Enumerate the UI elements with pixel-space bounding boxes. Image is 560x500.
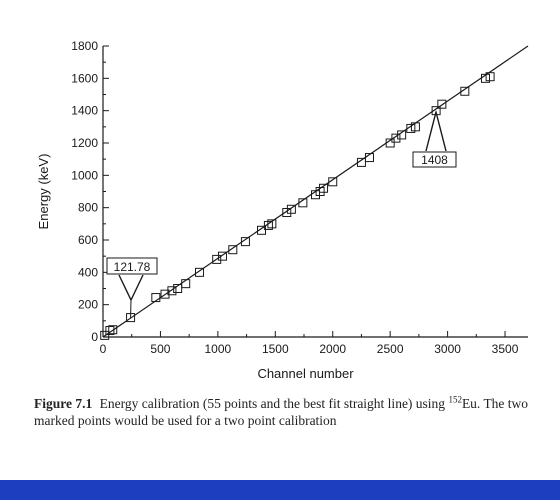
data-point (257, 225, 267, 235)
annotation-label: 1408 (421, 153, 448, 167)
calibration-chart: 0 500 1000 1500 2000 2500 3000 3500 0 200 400 600 80… (36, 39, 529, 381)
bottom-bar (0, 480, 560, 500)
data-point (212, 254, 222, 264)
data-point (364, 153, 374, 163)
y-tick-label: 800 (78, 201, 98, 215)
data-point (160, 289, 170, 299)
y-tick-label: 1800 (71, 39, 98, 53)
data-point (311, 190, 320, 200)
data-point (410, 122, 420, 132)
data-point (217, 251, 227, 261)
data-point (385, 138, 395, 148)
figure-label: Figure 7.1 (34, 396, 93, 411)
y-tick-label: 400 (78, 265, 98, 279)
caption-text-part1: Energy calibration (55 points and the be… (99, 396, 446, 411)
data-point (481, 73, 490, 83)
data-point (228, 245, 238, 255)
data-point (319, 183, 329, 193)
x-tick-label: 3000 (434, 342, 461, 356)
y-tick-label: 1200 (71, 136, 98, 150)
caption-superscript: 152 (448, 394, 462, 405)
x-tick-label: 0 (100, 342, 107, 356)
caption-text-part2: Eu. The two marked points would be used … (34, 396, 529, 428)
data-point (437, 99, 447, 109)
data-point (151, 293, 161, 303)
x-tick-label: 2000 (319, 342, 346, 356)
data-point (100, 330, 110, 340)
data-point (406, 123, 416, 133)
data-point (315, 187, 325, 196)
data-point (105, 326, 115, 336)
x-tick-label: 1500 (262, 342, 289, 356)
figure-caption: Figure 7.1 Energy calibration (55 points… (34, 395, 534, 429)
data-point (181, 279, 191, 289)
annotation-label: 121.78 (114, 260, 151, 274)
annotation-arrow (425, 111, 447, 152)
y-tick-label: 1600 (71, 71, 98, 85)
x-tick-label: 3500 (492, 342, 519, 356)
y-axis-title: Energy (keV) (36, 154, 51, 230)
y-tick-label: 1400 (71, 104, 98, 118)
x-tick-label: 2500 (377, 342, 404, 356)
x-tick-label: 500 (150, 342, 170, 356)
data-point (460, 86, 470, 96)
data-point (240, 237, 250, 247)
data-point (397, 130, 407, 140)
data-point (263, 220, 273, 230)
x-axis-title: Channel number (257, 366, 354, 381)
data-point (167, 286, 177, 296)
y-tick-label: 200 (78, 298, 98, 312)
x-tick-label: 1000 (205, 342, 232, 356)
data-point (328, 177, 338, 187)
data-point (267, 219, 277, 229)
chart-svg: 0 500 1000 1500 2000 2500 3000 3500 0 200 400 600 80… (36, 39, 529, 381)
y-tick-label: 1000 (71, 168, 98, 182)
data-point (173, 284, 183, 293)
data-point (286, 204, 296, 214)
data-point (108, 325, 118, 335)
data-point (298, 198, 308, 208)
annotation-arrow (118, 274, 144, 302)
annotation-box (412, 151, 457, 168)
y-tick-label: 0 (91, 330, 98, 344)
data-point (282, 208, 292, 218)
data-point (485, 72, 495, 82)
data-point (391, 133, 401, 143)
y-tick-label: 600 (78, 233, 98, 247)
fit-line (102, 45, 529, 338)
annotation-box (106, 257, 158, 275)
data-point (356, 157, 366, 167)
data-point (194, 267, 204, 277)
